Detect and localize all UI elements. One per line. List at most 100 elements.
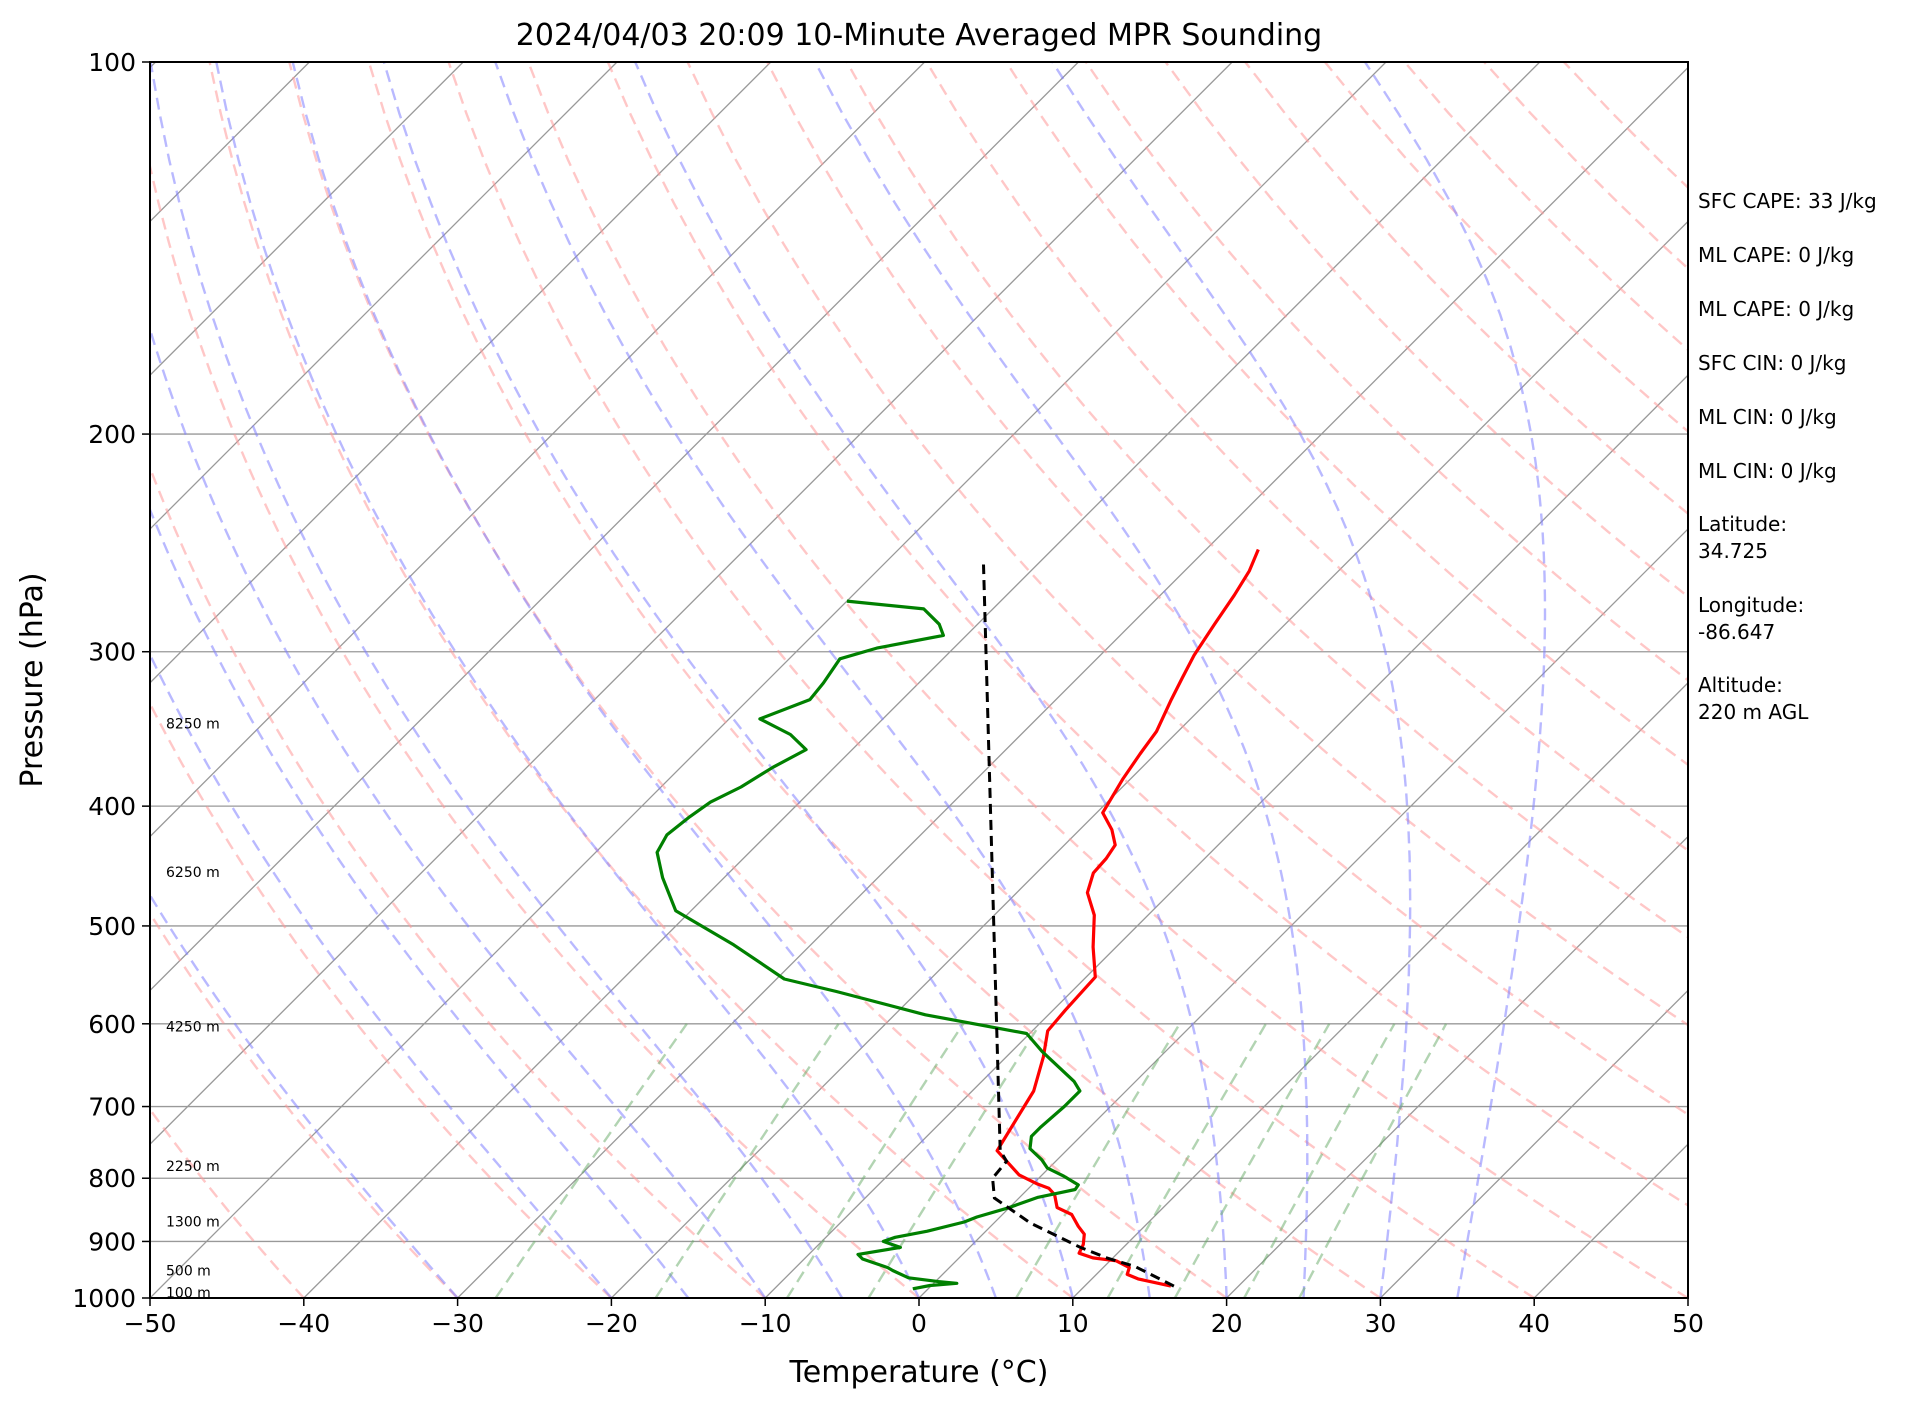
moist-adiabat-line: [494, 62, 1151, 1298]
isotherm-line: [457, 66, 1688, 1298]
mixing-ratio-line: [785, 1023, 965, 1298]
sfc-cin: SFC CIN: 0 J/kg: [1698, 351, 1846, 375]
moist-adiabat-line: [215, 62, 921, 1298]
moist-adiabat-line: [1051, 62, 1412, 1298]
dry-adiabat-line: [447, 62, 1535, 1298]
moist-adiabat-line: [150, 325, 767, 1298]
moist-adiabat-line: [150, 893, 459, 1298]
isotherm-line: [0, 62, 2, 1298]
moist-adiabat-line: [814, 62, 1309, 1298]
x-tick-label: 0: [911, 1309, 927, 1338]
mixing-ratio-line: [1173, 1023, 1331, 1298]
isotherm-line: [150, 62, 1387, 1298]
data-layer: [655, 548, 1260, 1291]
height-label: 6250 m: [166, 865, 220, 881]
chart-title: 2024/04/03 20:09 10-Minute Averaged MPR …: [516, 18, 1322, 53]
dry-adiabat-line: [606, 62, 1688, 1207]
moist-adiabat-line: [150, 652, 613, 1298]
x-tick-label: 50: [1672, 1309, 1704, 1338]
sfc-cape: SFC CAPE: 33 J/kg: [1698, 189, 1877, 213]
isotherm-line: [303, 62, 1541, 1298]
mixing-ratio-line: [867, 1023, 1042, 1298]
dewpoint-profile: [655, 599, 1082, 1291]
mixing-ratio-line: [1015, 1023, 1181, 1298]
y-tick-label: 100: [88, 48, 136, 77]
y-tick-label: 800: [88, 1164, 136, 1193]
dry-adiabat-line: [150, 161, 920, 1298]
isotherm-line: [1379, 989, 1688, 1298]
mu-cape: ML CAPE: 0 J/kg: [1698, 297, 1854, 321]
dry-adiabat-line: [527, 62, 1688, 1298]
longitude-value: -86.647: [1698, 620, 1775, 644]
mixing-ratio-line: [1298, 1023, 1448, 1298]
ml-cin: ML CIN: 0 J/kg: [1698, 405, 1837, 429]
dry-adiabat-line: [150, 701, 613, 1298]
altitude-value: 220 m AGL: [1698, 700, 1809, 724]
moist-adiabat-line: [382, 62, 1074, 1298]
isotherm-line: [610, 220, 1688, 1298]
altitude-label: Altitude:: [1698, 673, 1783, 697]
x-tick-label: 10: [1057, 1309, 1089, 1338]
longitude-label: Longitude:: [1698, 593, 1804, 617]
dry-adiabat-line: [367, 62, 1382, 1298]
x-tick-label: 20: [1211, 1309, 1243, 1338]
dry-adiabat-line: [150, 1107, 305, 1298]
y-tick-label: 500: [88, 912, 136, 941]
ml-cape: ML CAPE: 0 J/kg: [1698, 243, 1854, 267]
y-tick-label: 300: [88, 638, 136, 667]
y-tick-label: 200: [88, 420, 136, 449]
mixing-ratio-line: [1243, 1023, 1396, 1298]
dry-adiabat-line: [1164, 62, 1688, 599]
dry-adiabat-line: [845, 62, 1688, 939]
y-tick-label: 400: [88, 792, 136, 821]
mixing-ratio-line: [654, 1023, 840, 1298]
mixing-ratio-line: [1106, 1023, 1267, 1298]
x-tick-label: −40: [277, 1309, 330, 1338]
moist-adiabat-line: [1363, 62, 1547, 1298]
x-tick-label: −50: [124, 1309, 177, 1338]
dry-adiabat-line: [925, 62, 1688, 852]
isotherm-line: [918, 528, 1688, 1298]
x-tick-label: −30: [431, 1309, 484, 1338]
y-axis-label: Pressure (hPa): [15, 572, 50, 787]
height-label: 4250 m: [166, 1019, 220, 1035]
latitude-value: 34.725: [1698, 539, 1768, 563]
parcel-profile: [982, 564, 1175, 1288]
background-lines: [0, 62, 1688, 1298]
isotherm-line: [150, 62, 772, 684]
x-axis-label: Temperature (°C): [789, 1355, 1049, 1390]
moist-adiabat-line: [634, 62, 1228, 1298]
dry-adiabat-line: [1084, 62, 1688, 682]
height-label: 2250 m: [166, 1159, 220, 1175]
dry-adiabat-line: [686, 62, 1688, 1116]
isotherm-line: [150, 62, 1233, 1146]
dry-adiabat-line: [288, 62, 1228, 1298]
isotherm-line: [150, 62, 464, 377]
isotherm-line: [150, 62, 1079, 992]
isotherm-line: [1072, 681, 1688, 1298]
mixing-ratio-line: [494, 1023, 688, 1298]
dry-adiabat-line: [150, 464, 766, 1298]
height-label: 500 m: [166, 1263, 211, 1279]
height-label: 1300 m: [166, 1214, 220, 1230]
isotherm-line: [1226, 835, 1688, 1298]
height-label: 100 m: [166, 1286, 211, 1302]
x-tick-label: −10: [739, 1309, 792, 1338]
y-tick-label: 700: [88, 1093, 136, 1122]
height-label: 8250 m: [166, 717, 220, 733]
x-axis-ticks: −50 −40 −30 −20 −10 0 10 20 30 40 50: [124, 1298, 1704, 1338]
info-panel: SFC CAPE: 33 J/kg ML CAPE: 0 J/kg ML CAP…: [1698, 189, 1877, 724]
dry-adiabat-line: [150, 911, 459, 1298]
dry-adiabat-line: [766, 62, 1688, 1027]
moist-adiabat-line: [150, 62, 844, 1298]
isotherm-line: [150, 62, 926, 838]
isotherm-line: [764, 374, 1688, 1298]
y-tick-label: 1000: [72, 1284, 136, 1313]
y-tick-label: 900: [88, 1227, 136, 1256]
y-axis-ticks: 1000 900 800 700 600 500 400 300 200 100: [72, 48, 150, 1313]
moist-adiabat-line: [150, 506, 690, 1298]
x-tick-label: −20: [585, 1309, 638, 1338]
height-labels: 100 m 500 m 1300 m 2250 m 4250 m 6250 m 8250 m: [166, 717, 220, 1302]
isotherm-line: [150, 62, 618, 530]
